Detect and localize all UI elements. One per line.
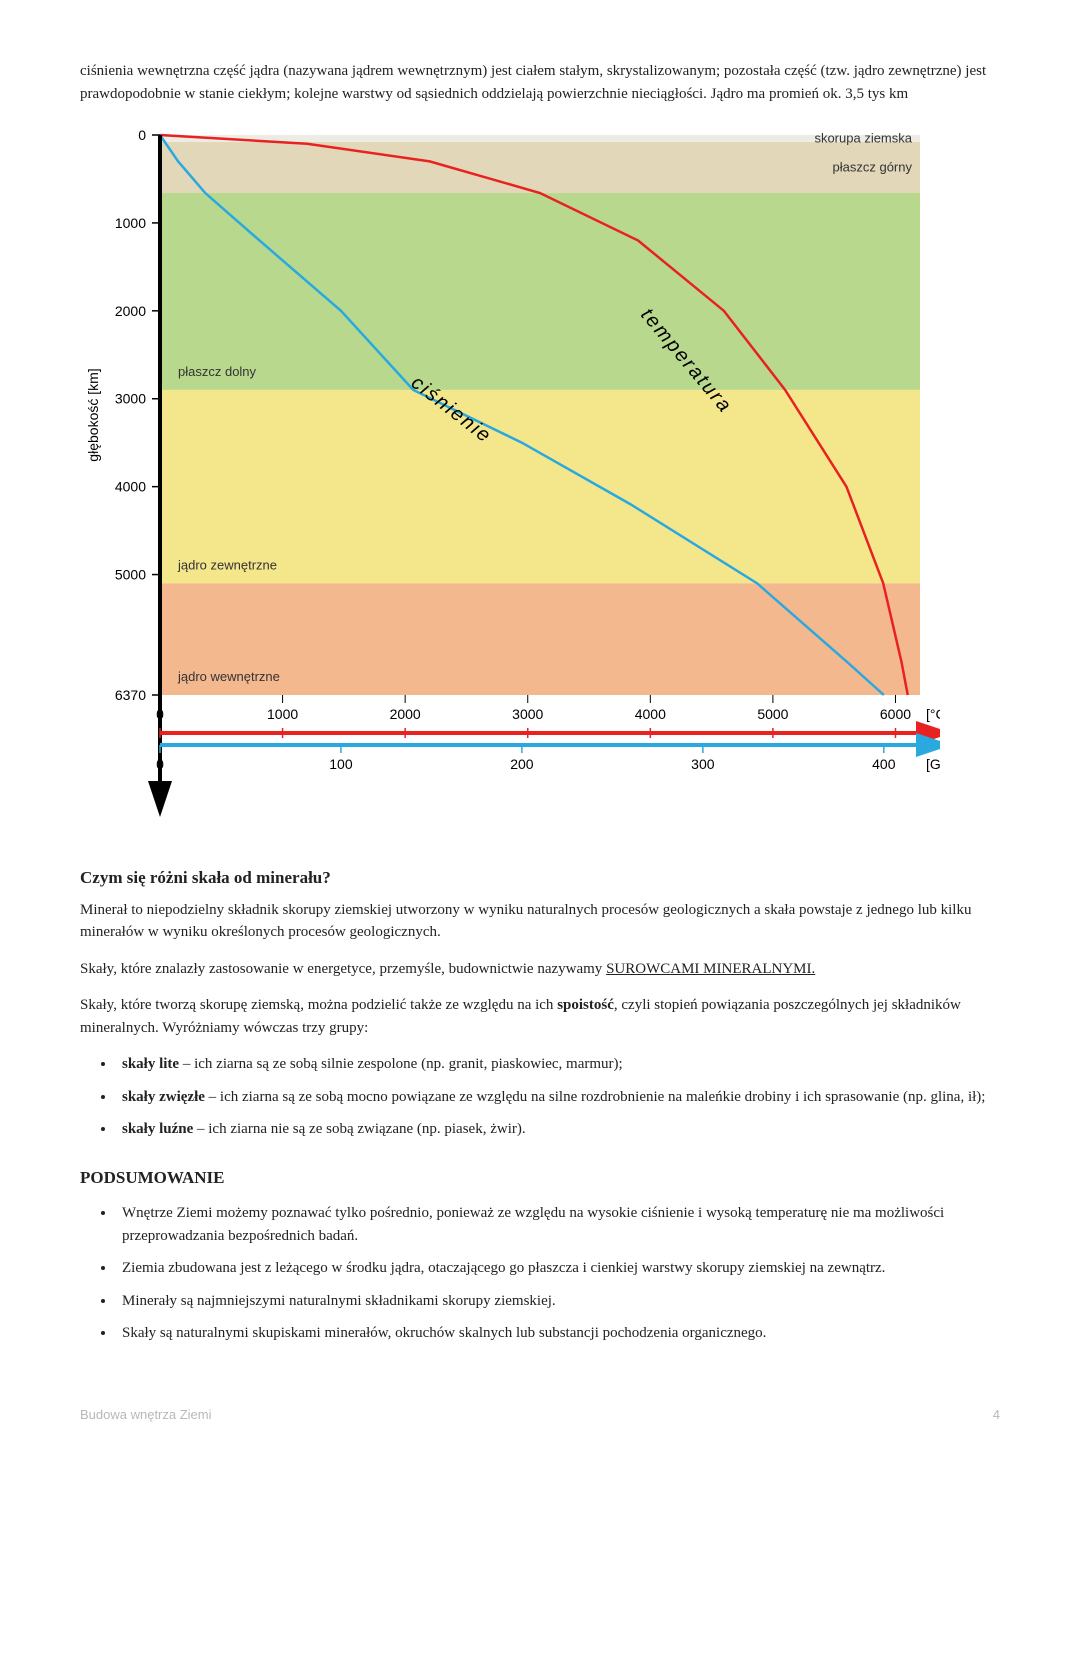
footer-title: Budowa wnętrza Ziemi bbox=[80, 1405, 212, 1425]
rock-type-name: skały lite bbox=[122, 1056, 179, 1072]
rock-type-name: skały luźne bbox=[122, 1121, 193, 1137]
footer-page-number: 4 bbox=[993, 1405, 1000, 1425]
svg-text:4000: 4000 bbox=[635, 706, 666, 722]
rock-type-name: skały zwięzłe bbox=[122, 1089, 205, 1105]
svg-text:1000: 1000 bbox=[115, 215, 146, 231]
list-item: Ziemia zbudowana jest z leżącego w środk… bbox=[116, 1257, 1000, 1280]
text: Skały, które znalazły zastosowanie w ene… bbox=[80, 961, 606, 977]
rock-types-list: skały lite – ich ziarna są ze sobą silni… bbox=[80, 1053, 1000, 1141]
rock-type-desc: – ich ziarna nie są ze sobą związane (np… bbox=[193, 1121, 525, 1137]
svg-text:0: 0 bbox=[156, 756, 164, 772]
svg-text:4000: 4000 bbox=[115, 479, 146, 495]
svg-text:[GPa]: [GPa] bbox=[926, 756, 940, 772]
svg-text:400: 400 bbox=[872, 756, 896, 772]
summary-list: Wnętrze Ziemi możemy poznawać tylko pośr… bbox=[80, 1202, 1000, 1345]
list-item: Skały są naturalnymi skupiskami minerałó… bbox=[116, 1322, 1000, 1345]
svg-text:5000: 5000 bbox=[757, 706, 788, 722]
svg-text:skorupa ziemska: skorupa ziemska bbox=[814, 131, 912, 146]
svg-text:300: 300 bbox=[691, 756, 715, 772]
paragraph: Skały, które tworzą skorupę ziemską, moż… bbox=[80, 994, 1000, 1039]
summary-heading: PODSUMOWANIE bbox=[80, 1165, 1000, 1191]
svg-text:5000: 5000 bbox=[115, 567, 146, 583]
svg-text:6000: 6000 bbox=[880, 706, 911, 722]
text-underline: SUROWCAMI MINERALNYMI. bbox=[606, 961, 815, 977]
svg-text:6370: 6370 bbox=[115, 687, 146, 703]
list-item: skały zwięzłe – ich ziarna są ze sobą mo… bbox=[116, 1086, 1000, 1109]
svg-text:głębokość [km]: głębokość [km] bbox=[85, 368, 101, 461]
intro-paragraph: ciśnienia wewnętrzna część jądra (nazywa… bbox=[80, 60, 1000, 105]
svg-text:200: 200 bbox=[510, 756, 534, 772]
svg-text:2000: 2000 bbox=[115, 303, 146, 319]
list-item: skały lite – ich ziarna są ze sobą silni… bbox=[116, 1053, 1000, 1076]
depth-chart: skorupa ziemska płaszcz górny płaszcz doln… bbox=[80, 125, 940, 825]
svg-text:[°C]: [°C] bbox=[926, 706, 940, 722]
svg-text:płaszcz górny: płaszcz górny bbox=[833, 160, 913, 175]
list-item: skały luźne – ich ziarna nie są ze sobą … bbox=[116, 1118, 1000, 1141]
svg-text:0: 0 bbox=[138, 127, 146, 143]
rock-type-desc: – ich ziarna są ze sobą mocno powiązane … bbox=[205, 1089, 986, 1105]
svg-text:jądro wewnętrzne: jądro wewnętrzne bbox=[177, 669, 280, 684]
text-bold: spoistość bbox=[557, 997, 614, 1013]
section-heading-rock-vs-mineral: Czym się różni skała od minerału? bbox=[80, 865, 1000, 891]
svg-text:jądro zewnętrzne: jądro zewnętrzne bbox=[177, 557, 277, 572]
svg-text:3000: 3000 bbox=[115, 391, 146, 407]
depth-chart-svg: skorupa ziemska płaszcz górny płaszcz doln… bbox=[80, 125, 940, 825]
rock-type-desc: – ich ziarna są ze sobą silnie zespolone… bbox=[179, 1056, 623, 1072]
list-item: Wnętrze Ziemi możemy poznawać tylko pośr… bbox=[116, 1202, 1000, 1247]
svg-text:płaszcz dolny: płaszcz dolny bbox=[178, 364, 257, 379]
page-footer: Budowa wnętrza Ziemi 4 bbox=[80, 1405, 1000, 1425]
paragraph: Minerał to niepodzielny składnik skorupy… bbox=[80, 899, 1000, 944]
paragraph: Skały, które znalazły zastosowanie w ene… bbox=[80, 958, 1000, 981]
list-item: Minerały są najmniejszymi naturalnymi sk… bbox=[116, 1290, 1000, 1313]
svg-text:3000: 3000 bbox=[512, 706, 543, 722]
text: Skały, które tworzą skorupę ziemską, moż… bbox=[80, 997, 557, 1013]
svg-text:0: 0 bbox=[156, 706, 164, 722]
svg-text:100: 100 bbox=[329, 756, 353, 772]
svg-text:1000: 1000 bbox=[267, 706, 298, 722]
svg-text:2000: 2000 bbox=[390, 706, 421, 722]
